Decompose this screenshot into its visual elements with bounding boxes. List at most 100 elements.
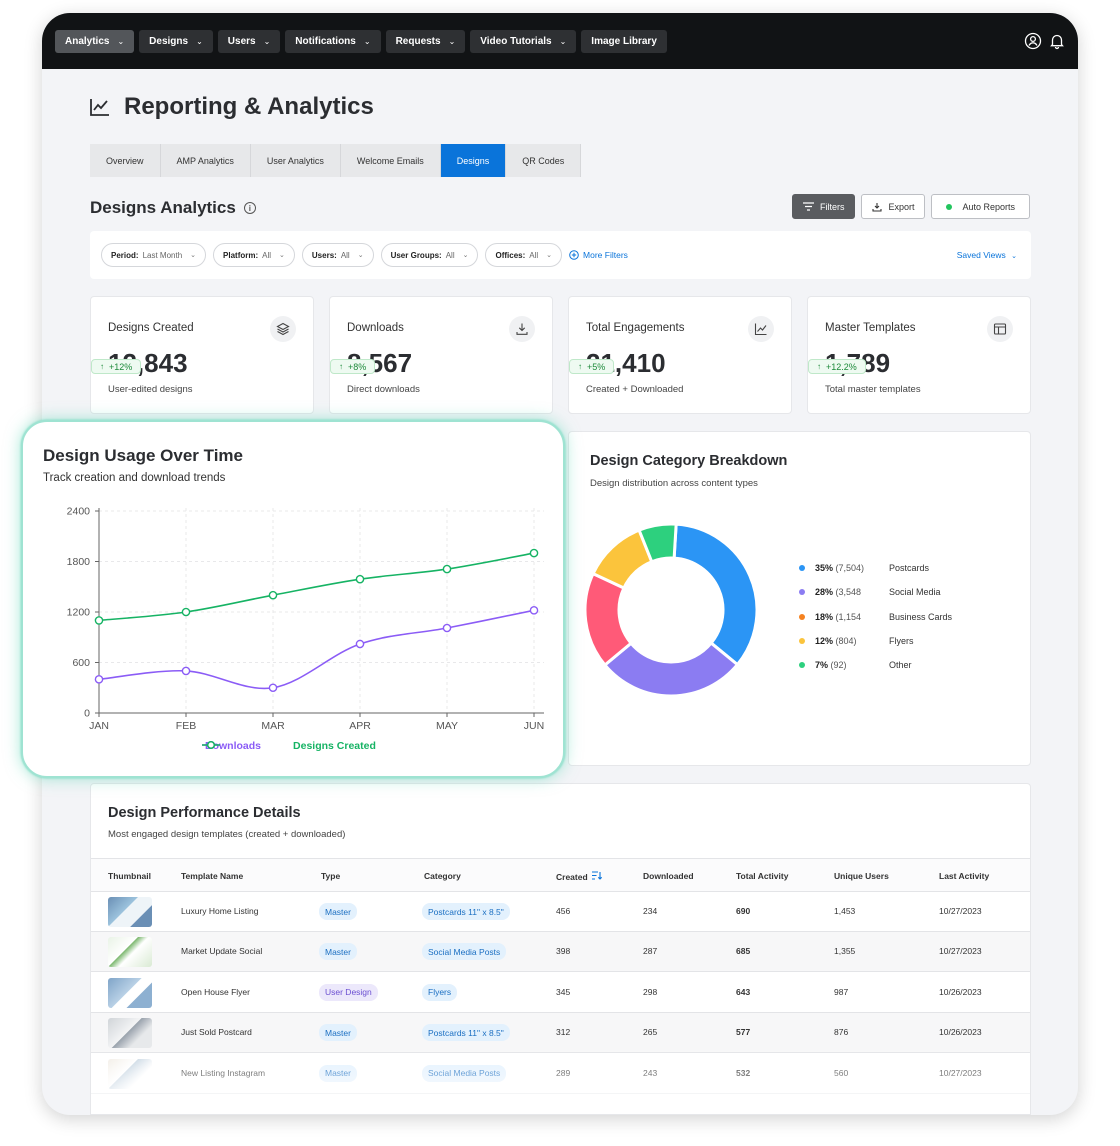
data-point[interactable] <box>268 683 278 693</box>
column-header-template-name[interactable]: Template Name <box>181 871 243 881</box>
category-chart-title: Design Category Breakdown <box>590 453 788 469</box>
template-thumbnail[interactable] <box>108 937 152 968</box>
column-header-downloaded[interactable]: Downloaded <box>643 871 694 881</box>
user-settings-icon[interactable] <box>1024 32 1042 50</box>
donut-legend: 35% (7,504) Postcards 28% (3,548 Social Med… <box>799 556 952 677</box>
nav-designs[interactable]: Designs ⌄ <box>139 29 213 53</box>
table-fade-overlay <box>91 1046 1030 1114</box>
legend-item-business-cards[interactable]: 18% (1,154 Business Cards <box>799 605 952 629</box>
created-count: 456 <box>556 906 571 916</box>
plus-circle-icon <box>569 250 579 260</box>
nav-video-tutorials[interactable]: Video Tutorials ⌄ <box>470 29 577 53</box>
table-row[interactable]: Market Update Social Master Social Media P… <box>91 932 1030 973</box>
chevron-down-icon: ⌄ <box>1011 253 1017 260</box>
filter-platform[interactable]: Platform: All ⌄ <box>213 243 295 267</box>
template-name[interactable]: Market Update Social <box>181 946 263 957</box>
column-header-thumbnail[interactable]: Thumbnail <box>108 871 151 881</box>
data-point[interactable] <box>529 548 539 558</box>
donut-chart <box>585 522 759 698</box>
sort-icon[interactable] <box>591 871 602 882</box>
filter-period[interactable]: Period: Last Month ⌄ <box>101 243 207 267</box>
legend-item-other[interactable]: 7% (92) Other <box>799 653 952 677</box>
legend-item-social-media[interactable]: 28% (3,548 Social Media <box>799 580 952 604</box>
data-point[interactable] <box>181 607 191 617</box>
filter-user-groups[interactable]: User Groups: All ⌄ <box>380 243 479 267</box>
filter-value: All <box>445 250 455 260</box>
tab-user-analytics[interactable]: User Analytics <box>250 144 341 177</box>
kpi-card-master-templates: Master Templates1,789↑+12.2%Total master… <box>807 296 1031 414</box>
data-point[interactable] <box>94 616 104 625</box>
legend-percent-value: 35% <box>815 563 834 574</box>
donut-slice-social-media[interactable] <box>602 640 740 698</box>
data-point[interactable] <box>355 639 365 649</box>
y-tick-label: 0 <box>84 708 90 720</box>
template-name[interactable]: Open House Flyer <box>181 986 250 997</box>
export-button[interactable]: Export <box>861 194 926 219</box>
tab-welcome-emails[interactable]: Welcome Emails <box>340 144 441 177</box>
chart-line-icon <box>90 99 109 116</box>
template-thumbnail[interactable] <box>108 1018 152 1049</box>
tab-amp-analytics[interactable]: AMP Analytics <box>160 144 251 177</box>
tab-designs[interactable]: Designs <box>440 144 507 177</box>
filter-label: User Groups: <box>390 250 442 260</box>
column-header-label: Thumbnail <box>108 871 151 881</box>
layout-icon <box>987 316 1013 342</box>
total-activity: 685 <box>736 946 751 957</box>
column-header-unique-users[interactable]: Unique Users <box>834 871 889 881</box>
kpi-card-designs-created: Designs Created 12,843 ↑ +12% User-edited de… <box>90 296 314 414</box>
tab-overview[interactable]: Overview <box>90 144 161 177</box>
tab-qr-codes[interactable]: QR Codes <box>506 144 582 177</box>
table-row[interactable]: Luxury Home Listing Master Postcards 11" x… <box>91 892 1030 932</box>
nav-users[interactable]: Users ⌄ <box>217 29 281 53</box>
data-point[interactable] <box>268 590 278 600</box>
table-row[interactable]: Open House Flyer User Design Flyers 345 298 6… <box>91 973 1030 1013</box>
filter-offices[interactable]: Offices: All ⌄ <box>485 243 563 267</box>
column-header-total-activity[interactable]: Total Activity <box>736 871 788 881</box>
data-point[interactable] <box>94 675 104 684</box>
filter-label: Period: <box>111 250 139 260</box>
legend-percent-value: 28% <box>815 587 834 598</box>
nav-analytics[interactable]: Analytics ⌄ <box>55 29 135 53</box>
nav-requests[interactable]: Requests ⌄ <box>385 29 466 53</box>
chevron-down-icon: ⌄ <box>279 252 285 259</box>
data-point[interactable] <box>442 623 452 633</box>
data-point[interactable] <box>181 666 191 676</box>
column-header-type[interactable]: Type <box>321 871 340 881</box>
nav-image-library[interactable]: Image Library <box>581 29 667 53</box>
template-thumbnail[interactable] <box>108 897 152 927</box>
data-point[interactable] <box>442 564 452 574</box>
column-header-label: Type <box>321 871 341 881</box>
legend-percent-value: 7% <box>815 660 829 671</box>
template-name[interactable]: Luxury Home Listing <box>181 906 259 916</box>
arrow-up-icon: ↑ <box>578 362 582 371</box>
last-activity: 10/27/2023 <box>939 906 982 916</box>
filter-users[interactable]: Users: All ⌄ <box>301 243 374 267</box>
data-point[interactable] <box>355 574 365 584</box>
saved-views-dropdown[interactable]: Saved Views ⌄ <box>957 250 1017 260</box>
donut-slice-other[interactable] <box>637 522 678 564</box>
kpi-delta: +12.2% <box>826 361 857 372</box>
template-thumbnail[interactable] <box>108 977 152 1008</box>
category-chart-subtitle: Design distribution across content types <box>590 478 758 489</box>
template-name[interactable]: Just Sold Postcard <box>181 1027 252 1038</box>
column-header-label: Unique Users <box>834 871 889 881</box>
bell-icon[interactable] <box>1048 32 1066 50</box>
x-tick-label: FEB <box>176 720 196 732</box>
more-filters-link[interactable]: More Filters <box>569 250 628 260</box>
legend-item-designs-created[interactable]: Designs Created <box>202 740 376 752</box>
legend-item-postcards[interactable]: 35% (7,504) Postcards <box>799 556 952 580</box>
nav-label: Video Tutorials <box>480 35 552 47</box>
auto-reports-button[interactable]: Auto Reports <box>931 194 1030 219</box>
data-point[interactable] <box>529 606 539 615</box>
info-icon[interactable]: i <box>243 202 256 214</box>
kpi-label: Master Templates <box>825 322 916 334</box>
column-header-created[interactable]: Created <box>556 871 602 882</box>
nav-notifications[interactable]: Notifications ⌄ <box>285 29 381 53</box>
column-header-category[interactable]: Category <box>424 871 461 881</box>
filters-button[interactable]: Filters <box>791 194 856 219</box>
unique-users: 987 <box>834 986 849 997</box>
donut-slice-postcards[interactable] <box>672 522 759 667</box>
legend-item-flyers[interactable]: 12% (804) Flyers <box>799 629 952 653</box>
column-header-last-activity[interactable]: Last Activity <box>939 871 989 881</box>
last-activity: 10/27/2023 <box>939 946 982 957</box>
